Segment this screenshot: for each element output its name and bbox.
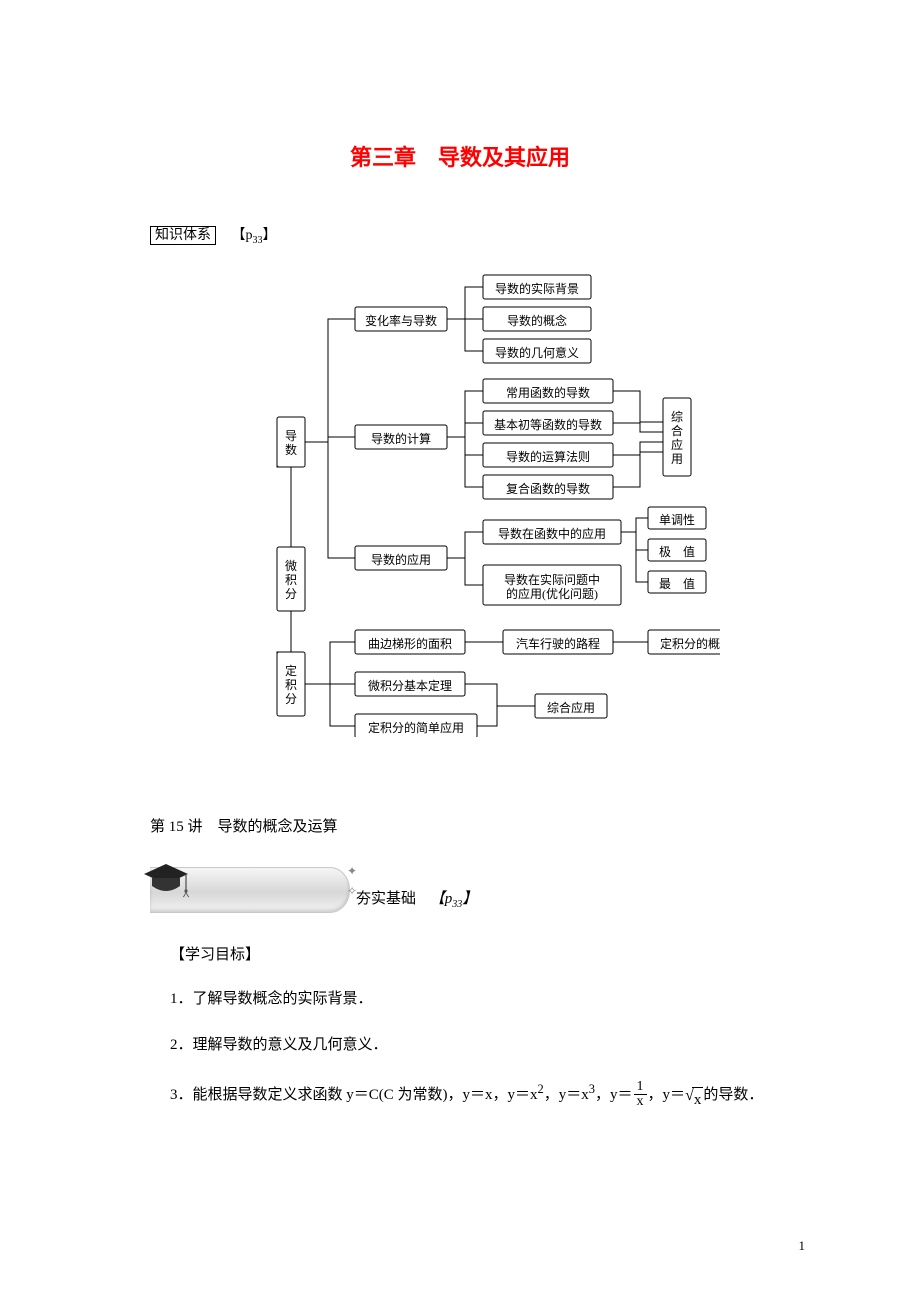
- svg-text:曲边梯形的面积: 曲边梯形的面积: [368, 636, 452, 651]
- svg-text:汽车行驶的路程: 汽车行驶的路程: [516, 636, 600, 651]
- foundation-label: 夯实基础: [356, 891, 416, 907]
- learning-goals-heading: 【学习目标】: [170, 943, 770, 967]
- svg-text:变化率与导数: 变化率与导数: [365, 313, 437, 328]
- svg-text:合: 合: [671, 423, 683, 438]
- pref2-sub: 33: [452, 899, 462, 910]
- svg-text:导数的概念: 导数的概念: [507, 313, 567, 328]
- pref-suffix: 】: [263, 228, 277, 243]
- svg-text:分: 分: [285, 587, 297, 601]
- goal3-seg2: ，y＝x: [544, 1087, 589, 1103]
- svg-text:应: 应: [671, 437, 683, 452]
- svg-text:导: 导: [285, 429, 297, 443]
- svg-text:用: 用: [671, 452, 683, 466]
- svg-text:定积分的简单应用: 定积分的简单应用: [368, 720, 464, 735]
- pref-prefix: 【p: [232, 228, 253, 243]
- svg-text:导数在函数中的应用: 导数在函数中的应用: [498, 526, 606, 541]
- goal3-seg3: ，y＝: [595, 1087, 633, 1103]
- knowledge-system-label: 知识体系: [150, 226, 216, 245]
- foundation-page-ref: 【p33】: [430, 891, 478, 907]
- svg-text:数: 数: [285, 442, 297, 457]
- svg-text:基本初等函数的导数: 基本初等函数的导数: [494, 417, 602, 432]
- svg-text:常用函数的导数: 常用函数的导数: [506, 385, 590, 400]
- svg-text:复合函数的导数: 复合函数的导数: [506, 481, 590, 496]
- svg-text:积: 积: [285, 678, 297, 692]
- svg-text:极 值: 极 值: [659, 544, 695, 559]
- goal3-seg5: 的导数．: [703, 1087, 763, 1103]
- svg-text:导数在实际问题中: 导数在实际问题中: [504, 572, 600, 587]
- svg-text:积: 积: [285, 573, 297, 587]
- svg-text:导数的运算法则: 导数的运算法则: [506, 449, 590, 464]
- lecture-title: 第 15 讲 导数的概念及运算: [150, 815, 770, 839]
- pref2-close: 】: [462, 891, 477, 907]
- foundation-banner-text: 夯实基础 【p33】: [356, 887, 477, 913]
- knowledge-system-line: 知识体系 【p33】: [150, 225, 770, 249]
- svg-text:的应用(优化问题): 的应用(优化问题): [506, 586, 598, 601]
- svg-text:导数的实际背景: 导数的实际背景: [495, 281, 579, 296]
- radical-icon: √: [685, 1088, 694, 1104]
- svg-text:综: 综: [671, 410, 683, 424]
- svg-text:导数的应用: 导数的应用: [371, 552, 431, 567]
- page-number: 1: [799, 1236, 806, 1257]
- goal3-sqrt: √x: [685, 1087, 703, 1112]
- svg-text:导数的计算: 导数的计算: [371, 431, 431, 446]
- foundation-banner-row: ✦✧ 夯实基础 【p33】: [150, 867, 770, 913]
- svg-text:综合应用: 综合应用: [547, 700, 595, 715]
- graduation-cap-icon: [142, 860, 190, 900]
- goal3-frac-num: 1: [634, 1080, 647, 1096]
- svg-text:微: 微: [285, 559, 297, 573]
- svg-text:单调性: 单调性: [659, 513, 695, 527]
- pref2-open: 【: [430, 891, 445, 907]
- svg-text:导数的几何意义: 导数的几何意义: [495, 345, 579, 360]
- goal3-seg1: 3．能根据导数定义求函数 y＝C(C 为常数)，y＝x，y＝x: [170, 1087, 538, 1103]
- goal-2: 2．理解导数的意义及几何意义．: [170, 1033, 770, 1057]
- foundation-banner: ✦✧: [150, 867, 350, 913]
- knowledge-page-ref: 【p33】: [232, 228, 277, 243]
- sparkle-icon: ✦✧: [347, 862, 357, 900]
- knowledge-tree-diagram: 导数微积分定积分变化率与导数导数的计算导数的应用曲边梯形的面积微积分基本定理定积…: [200, 267, 720, 745]
- pref-sub: 33: [253, 235, 263, 246]
- goal3-fraction: 1x: [634, 1080, 647, 1110]
- svg-text:微积分基本定理: 微积分基本定理: [368, 678, 452, 693]
- goal3-frac-den: x: [634, 1095, 647, 1110]
- goal3-seg4: ，y＝: [648, 1087, 686, 1103]
- svg-text:定: 定: [285, 663, 297, 678]
- svg-text:定积分的概念: 定积分的概念: [660, 636, 720, 651]
- svg-text:分: 分: [285, 692, 297, 706]
- goal-3: 3．能根据导数定义求函数 y＝C(C 为常数)，y＝x，y＝x2，y＝x3，y＝…: [150, 1079, 770, 1112]
- goal-1: 1．了解导数概念的实际背景．: [170, 987, 770, 1011]
- chapter-title: 第三章 导数及其应用: [150, 140, 770, 175]
- svg-text:最 值: 最 值: [659, 576, 695, 591]
